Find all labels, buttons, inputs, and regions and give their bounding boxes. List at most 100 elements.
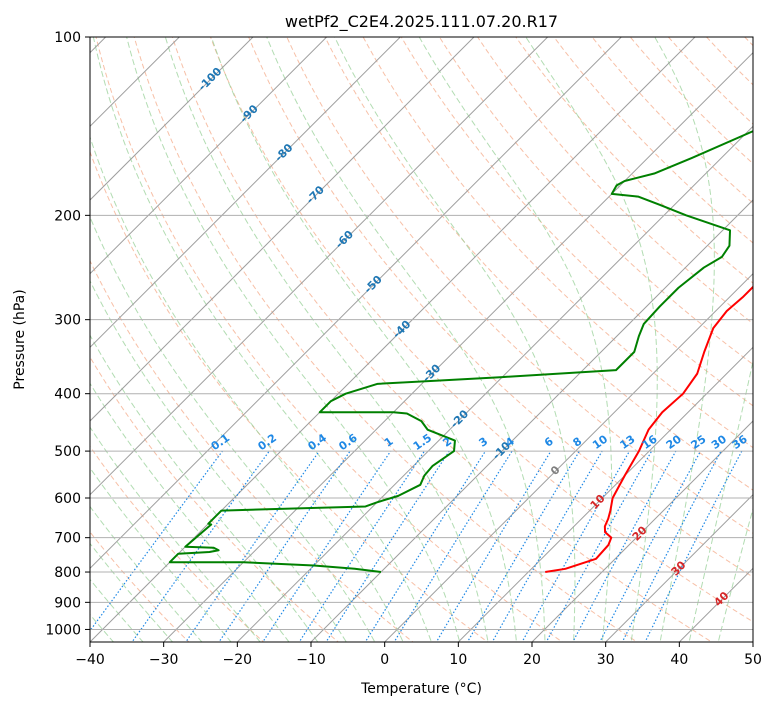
skewed-isotherm [531,420,753,642]
dry-adiabat [90,150,489,642]
mixing-ratio-line [491,450,603,642]
mixing-ratio-label: 1 [382,435,396,450]
dry-adiabat [171,37,713,642]
dry-adiabat [438,37,753,366]
mixing-ratio-line [131,450,270,642]
y-tick-label: 100 [54,30,81,46]
isotherm-label: -60 [333,228,356,251]
moist-adiabat [90,578,144,642]
mixing-ratio-line [644,450,743,642]
moist-adiabat [90,135,404,642]
mixing-ratio-label: 16 [640,432,660,452]
skewed-isotherm [383,272,753,642]
moist-adiabat [334,37,576,642]
chart-title: wetPf2_C2E4.2025.111.07.20.R17 [285,12,558,32]
skewed-isotherm [90,37,402,349]
mixing-ratio-line [218,450,351,642]
mixing-ratio-label: 36 [730,432,750,452]
dry-adiabat [90,531,190,642]
skewed-isotherm [236,125,753,642]
mixing-ratio-label: 0.4 [306,431,330,453]
y-tick-label: 200 [54,208,81,224]
dry-adiabat [362,37,753,449]
dry-adiabat [400,37,753,407]
dry-adiabat [133,37,638,642]
mixing-ratio-line [364,450,486,642]
dry-adiabat [629,37,753,165]
moist-adiabat [688,358,753,642]
y-tick-label: 1000 [45,622,81,638]
mixing-ratio-line [262,450,392,642]
skewed-isotherm [678,567,753,642]
moist-adiabat [266,37,546,642]
mixing-ratio-label: 0.2 [256,431,279,453]
skewed-isotherm [90,37,181,128]
profiles [168,130,753,574]
moist-adiabat [90,542,174,642]
y-tick-label: 900 [54,595,81,611]
dry-adiabat [744,37,753,47]
skewed-isotherm [90,37,696,642]
moist-adiabat [90,382,290,642]
y-tick-label: 500 [54,444,81,460]
skewed-isotherm [162,51,753,642]
y-tick-label: 300 [54,313,81,329]
moist-adiabat [126,37,461,642]
mixing-ratio-label: 0.1 [209,431,232,453]
isotherm-label: -100 [196,65,225,94]
moist-adiabat [525,37,658,642]
y-tick-label: 600 [54,491,81,507]
isotherm-label: -50 [362,273,385,296]
dry-adiabat [248,37,753,578]
mixing-ratio-line [599,450,702,642]
moist-adiabat [654,37,715,642]
dry-adiabat [515,37,753,284]
skewed-isotherm [90,37,549,496]
mixing-ratio-line [393,450,513,642]
moist-adiabat [92,37,432,642]
y-axis: 100 200 300 400 500 600 700 800 900 1000 [45,30,90,638]
mixing-ratio-line [545,450,653,642]
x-tick-label: 20 [523,652,541,668]
skewed-isotherm [90,37,475,422]
dry-adiabat [324,37,753,491]
dry-adiabat [90,356,339,642]
mixing-ratio-label: 25 [689,432,709,451]
y-tick-label: 800 [54,565,81,581]
x-tick-label: −40 [75,652,105,668]
isotherm-label: -40 [390,318,413,341]
dry-adiabat [770,24,775,649]
mixing-ratio-line [185,450,320,642]
y-tick-label: 700 [54,531,81,547]
x-tick-label: −20 [223,652,253,668]
mixing-ratio-label: 3 [477,435,491,450]
skewed-isotherm [604,493,753,642]
moist-adiabat [90,334,319,642]
mixing-ratio-label: 6 [542,435,556,450]
dry-adiabat [90,445,265,642]
moist-adiabat [90,426,261,642]
x-axis: −40 −30 −20 −10 0 10 20 30 40 50 [75,642,762,668]
isotherm-label: -70 [304,183,327,206]
dry-adiabat [476,37,753,325]
x-tick-label: 30 [597,652,615,668]
x-tick-label: 50 [744,652,762,668]
x-tick-label: 0 [380,652,389,668]
pressure-grid [90,37,753,630]
dry-adiabat [286,37,753,534]
isotherm-label: 20 [630,523,650,543]
dry-adiabat [95,37,564,642]
skewed-isotherm [752,641,753,642]
x-tick-label: −10 [296,652,326,668]
dry-adiabat [705,37,753,86]
plot-frame [89,36,754,643]
moist-adiabat [90,467,232,642]
x-tick-label: 40 [670,652,688,668]
mixing-ratio-label: 1.5 [411,431,434,453]
skewed-isotherm [90,37,623,570]
x-axis-title: Temperature (°C) [360,681,482,697]
mixing-ratio-line [90,450,223,632]
x-tick-label: −30 [149,652,179,668]
